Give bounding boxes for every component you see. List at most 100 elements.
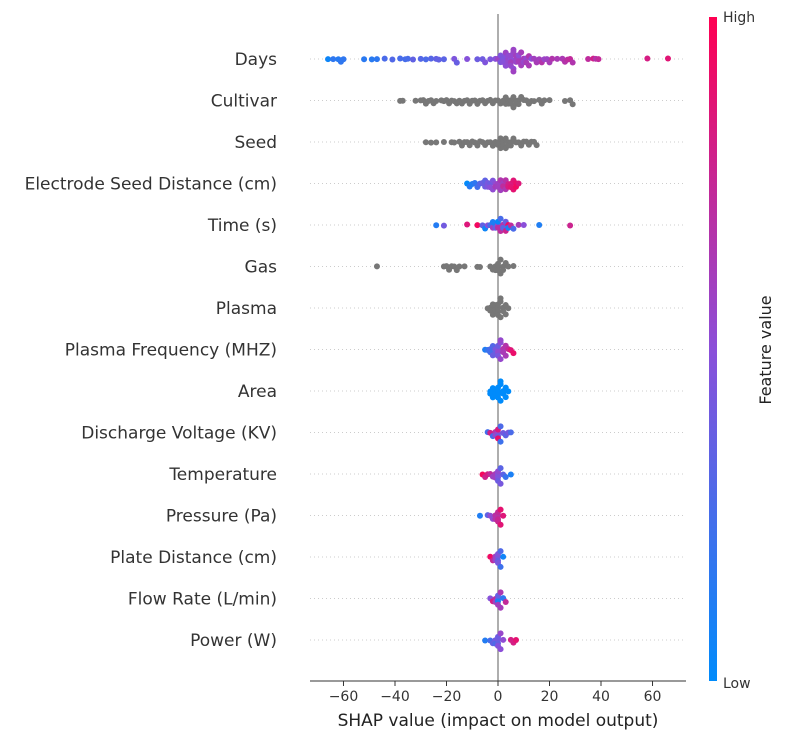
shap-point [422, 56, 429, 63]
shap-point [664, 55, 671, 62]
shap-point [497, 630, 504, 637]
shap-point [464, 221, 471, 228]
shap-point [497, 378, 504, 385]
feature-label: Days [235, 50, 278, 70]
x-tick-label: 0 [494, 689, 503, 705]
x-tick-label: 40 [592, 689, 610, 705]
shap-point [497, 295, 504, 302]
shap-point [549, 55, 556, 62]
shap-point [497, 465, 504, 472]
shap-point [500, 553, 507, 560]
shap-point [412, 97, 419, 104]
shap-point [497, 589, 504, 596]
shap-point [373, 263, 380, 270]
shap-point [474, 56, 481, 63]
shap-point [433, 97, 440, 104]
shap-point [502, 394, 509, 401]
shap-point [497, 337, 504, 344]
shap-point [361, 56, 368, 63]
feature-label: Temperature [168, 465, 277, 485]
shap-point [464, 56, 471, 63]
shap-point [428, 55, 435, 62]
shap-point [510, 46, 517, 53]
shap-point [502, 311, 509, 318]
shap-point [546, 97, 553, 104]
feature-label: Plate Distance (cm) [110, 548, 277, 568]
shap-point [476, 264, 483, 271]
shap-point [525, 62, 532, 69]
shap-point [497, 480, 504, 487]
shap-point [515, 180, 522, 187]
feature-labels: Days Cultivar Seed Electrode Seed Distance … [25, 50, 278, 651]
shap-point [569, 59, 576, 66]
shap-point [505, 263, 512, 270]
shap-point [440, 56, 447, 63]
shap-point [505, 305, 512, 312]
shap-point [502, 474, 509, 481]
shap-point [435, 56, 442, 63]
x-ticks: −60 −40 −20 0 20 40 60 [329, 681, 661, 705]
shap-point [497, 438, 504, 445]
x-tick-label: −60 [329, 689, 359, 705]
shap-point [533, 142, 540, 149]
shap-point [502, 598, 509, 605]
shap-point [381, 55, 388, 62]
shap-point [510, 225, 517, 232]
feature-label: Plasma [216, 299, 277, 319]
shap-point [500, 266, 507, 273]
shap-point [497, 521, 504, 528]
feature-label: Pressure (Pa) [166, 507, 277, 527]
shap-point [410, 56, 417, 63]
shap-point [433, 222, 440, 229]
feature-label: Electrode Seed Distance (cm) [25, 175, 277, 195]
feature-label: Flow Rate (L/min) [128, 590, 277, 610]
feature-label: Area [238, 382, 277, 402]
shap-point [433, 139, 440, 146]
x-tick-label: 20 [541, 689, 559, 705]
shap-point [474, 222, 481, 229]
shap-point [325, 56, 332, 63]
shap-point [510, 263, 517, 270]
shap-point [456, 263, 463, 270]
shap-point [518, 49, 525, 56]
shap-point [497, 548, 504, 555]
shap-point [482, 59, 489, 66]
shap-point [510, 68, 517, 75]
shap-point [389, 56, 396, 63]
shap-point [500, 512, 507, 519]
shap-point [497, 646, 504, 653]
shap-point [497, 397, 504, 404]
x-tick-label: −20 [432, 689, 462, 705]
colorbar-high-label: High [723, 10, 755, 26]
shap-point [585, 55, 592, 62]
shap-point [330, 56, 337, 63]
shap-point [500, 636, 507, 643]
feature-label: Cultivar [211, 92, 277, 112]
feature-label: Discharge Voltage (KV) [81, 424, 277, 444]
shap-point [417, 55, 424, 62]
shap-point [510, 350, 517, 357]
shap-point [505, 388, 512, 395]
points-layer [325, 46, 671, 653]
shap-point [404, 55, 411, 62]
shap-point [497, 256, 504, 263]
shap-point [440, 138, 447, 145]
shap-point [453, 59, 460, 66]
shap-point [461, 263, 468, 270]
shap-point [399, 97, 406, 104]
shap-point [497, 604, 504, 611]
shap-point [497, 215, 504, 222]
colorbar [709, 17, 717, 681]
shap-point [595, 56, 602, 63]
shap-point [531, 98, 538, 105]
shap-point [497, 314, 504, 321]
shap-point [497, 423, 504, 430]
shap-point [487, 56, 494, 63]
x-axis-label: SHAP value (impact on model output) [338, 711, 659, 731]
shap-point [497, 356, 504, 363]
shap-point [482, 637, 489, 644]
shap-point [397, 55, 404, 62]
shap-point [554, 55, 561, 62]
feature-label: Plasma Frequency (MHZ) [65, 341, 277, 361]
